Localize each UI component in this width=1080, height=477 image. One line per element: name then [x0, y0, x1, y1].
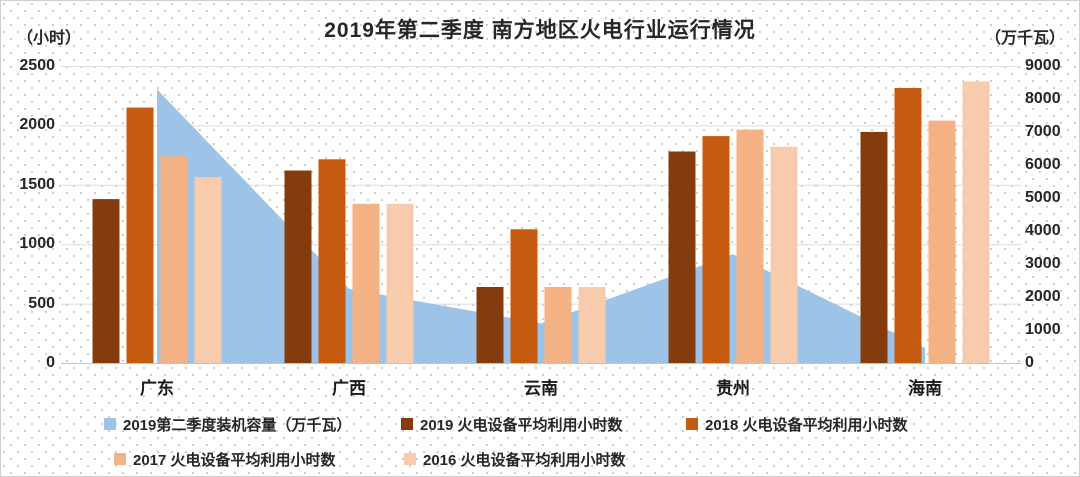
x-axis-label: 广东: [140, 379, 174, 398]
legend-item: 2017 火电设备平均利用小时数: [114, 451, 336, 469]
right-axis-tick: 7000: [1025, 123, 1061, 140]
legend-item: 2019第二季度装机容量（万千瓦）: [104, 416, 352, 434]
left-axis-tick: 0: [46, 354, 55, 371]
legend-label: 2016 火电设备平均利用小时数: [423, 451, 626, 469]
legend-item: 2018 火电设备平均利用小时数: [686, 416, 908, 434]
bar-2018-c4: [894, 88, 922, 363]
right-axis-tick: 9000: [1025, 57, 1061, 74]
left-axis-tick: 500: [28, 294, 55, 312]
bar-2017-c2: [544, 287, 572, 363]
right-axis-tick: 0: [1025, 354, 1034, 371]
bar-2019-c3: [668, 151, 696, 363]
x-axis-label: 贵州: [716, 379, 750, 398]
x-axis-label: 云南: [524, 379, 558, 398]
bar-2019-c1: [284, 170, 312, 363]
chart-title: 2019年第二季度 南方地区火电行业运行情况: [324, 19, 756, 42]
left-axis-unit-label: （小时）: [17, 30, 82, 47]
bar-2018-c2: [510, 229, 538, 363]
right-axis-tick: 5000: [1025, 189, 1061, 206]
left-axis-tick: 2000: [19, 116, 55, 134]
legend-swatch: [686, 418, 698, 430]
bar-2019-c2: [476, 287, 504, 363]
bar-2018-c3: [702, 136, 730, 363]
right-axis-tick: 1000: [1025, 321, 1061, 338]
capacity-area: [157, 89, 925, 364]
legend-swatch: [401, 418, 413, 430]
left-axis-tick: 1500: [19, 175, 55, 193]
legend-item: 2019 火电设备平均利用小时数: [401, 416, 623, 434]
legend-label: 2019 火电设备平均利用小时数: [420, 416, 623, 434]
bar-2017-c1: [352, 203, 380, 363]
right-axis-tick: 3000: [1025, 255, 1061, 272]
bar-2016-c1: [386, 203, 414, 363]
bar-2016-c4: [962, 81, 990, 364]
right-axis-tick: 2000: [1025, 288, 1061, 305]
legend-swatch: [404, 453, 416, 465]
bar-2017-c4: [928, 120, 956, 363]
x-axis-label: 广西: [332, 379, 366, 398]
right-axis-tick: 8000: [1025, 90, 1061, 107]
legend-swatch: [104, 418, 116, 430]
right-axis-tick: 6000: [1025, 156, 1061, 173]
legend-label: 2017 火电设备平均利用小时数: [133, 451, 336, 469]
bar-2016-c0: [194, 177, 222, 363]
bar-2019-c4: [860, 131, 888, 363]
left-axis-tick: 1000: [19, 235, 55, 253]
legend-swatch: [114, 453, 126, 465]
right-axis-tick: 4000: [1025, 222, 1061, 239]
bar-2016-c3: [770, 146, 798, 363]
bar-2018-c1: [318, 159, 346, 363]
bar-2017-c3: [736, 129, 764, 363]
left-axis-tick: 2500: [19, 57, 55, 74]
legend-label: 2018 火电设备平均利用小时数: [705, 416, 908, 434]
right-axis-unit-label: （万千瓦）: [984, 30, 1065, 47]
legend-item: 2016 火电设备平均利用小时数: [404, 451, 626, 469]
bar-2019-c0: [92, 199, 120, 363]
bar-2016-c2: [578, 287, 606, 363]
x-axis-label: 海南: [908, 379, 942, 398]
bar-2017-c0: [160, 156, 188, 363]
bar-2018-c0: [126, 107, 154, 363]
legend-label: 2019第二季度装机容量（万千瓦）: [123, 416, 352, 434]
